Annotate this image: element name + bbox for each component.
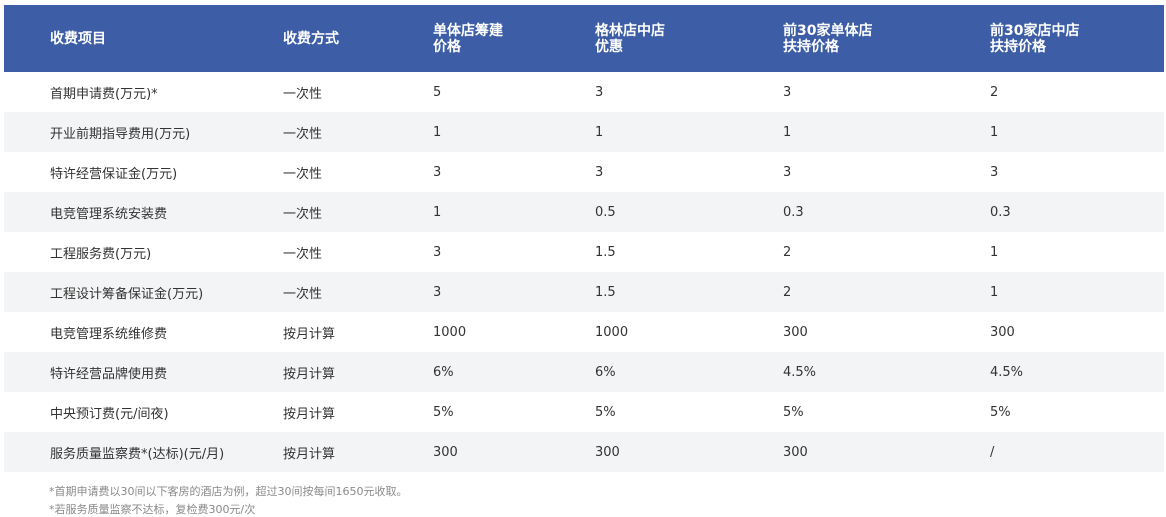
cell-method: 一次性: [283, 286, 323, 302]
table-row: 服务质量监察费*(达标)(元/月) 按月计算 300 300 300 /: [4, 432, 1164, 472]
cell-value: 1: [433, 124, 442, 140]
cell-value: 1: [783, 124, 792, 140]
footnote: *首期申请费以30间以下客房的酒店为例，超过30间按每间1650元收取。: [49, 485, 408, 498]
table-row: 特许经营保证金(万元) 一次性 3 3 3 3: [4, 152, 1164, 192]
cell-value: 300: [595, 444, 620, 460]
header-first30-shop-in-shop-price: 前30家店中店 扶持价格: [990, 22, 1080, 55]
cell-value: 300: [783, 444, 808, 460]
cell-item: 首期申请费(万元)*: [50, 86, 158, 102]
table-row: 工程设计筹备保证金(万元) 一次性 3 1.5 2 1: [4, 272, 1164, 312]
cell-item: 开业前期指导费用(万元): [50, 126, 191, 142]
table-row: 中央预订费(元/间夜) 按月计算 5% 5% 5% 5%: [4, 392, 1164, 432]
footnote: *若服务质量监察不达标，复检费300元/次: [49, 503, 256, 516]
table-header: 收费项目 收费方式 单体店筹建 价格 格林店中店 优惠 前30家单体店 扶持价格…: [4, 5, 1164, 72]
cell-value: /: [990, 444, 995, 460]
cell-value: 3: [595, 164, 604, 180]
cell-value: 0.3: [990, 204, 1011, 220]
header-item: 收费项目: [50, 30, 106, 47]
cell-value: 1000: [595, 324, 629, 340]
header-first30-single-price: 前30家单体店 扶持价格: [783, 22, 873, 55]
cell-value: 1: [595, 124, 604, 140]
cell-item: 电竞管理系统维修费: [50, 326, 168, 342]
cell-method: 一次性: [283, 86, 323, 102]
cell-value: 3: [433, 164, 442, 180]
cell-value: 4.5%: [990, 364, 1024, 380]
cell-value: 4.5%: [783, 364, 817, 380]
cell-value: 2: [783, 244, 792, 260]
header-greentree-discount: 格林店中店 优惠: [595, 22, 665, 55]
cell-value: 1: [433, 204, 442, 220]
cell-item: 服务质量监察费*(达标)(元/月): [50, 446, 225, 462]
cell-value: 1: [990, 124, 999, 140]
cell-value: 1.5: [595, 244, 616, 260]
cell-value: 0.3: [783, 204, 804, 220]
cell-method: 一次性: [283, 166, 323, 182]
cell-method: 按月计算: [283, 406, 336, 422]
table-row: 特许经营品牌使用费 按月计算 6% 6% 4.5% 4.5%: [4, 352, 1164, 392]
header-method: 收费方式: [283, 30, 339, 47]
header-single-store-price: 单体店筹建 价格: [433, 22, 503, 55]
table-row: 开业前期指导费用(万元) 一次性 1 1 1 1: [4, 112, 1164, 152]
cell-value: 5%: [990, 404, 1011, 420]
table-row: 工程服务费(万元) 一次性 3 1.5 2 1: [4, 232, 1164, 272]
cell-method: 按月计算: [283, 366, 336, 382]
cell-value: 3: [990, 164, 999, 180]
cell-value: 1: [990, 284, 999, 300]
cell-item: 特许经营品牌使用费: [50, 366, 168, 382]
table-row: 电竞管理系统安装费 一次性 1 0.5 0.3 0.3: [4, 192, 1164, 232]
cell-value: 3: [783, 84, 792, 100]
cell-value: 3: [595, 84, 604, 100]
table-row: 首期申请费(万元)* 一次性 5 3 3 2: [4, 72, 1164, 112]
cell-item: 工程设计筹备保证金(万元): [50, 286, 204, 302]
cell-item: 工程服务费(万元): [50, 246, 152, 262]
cell-value: 1000: [433, 324, 467, 340]
cell-value: 5%: [595, 404, 616, 420]
cell-method: 一次性: [283, 126, 323, 142]
cell-value: 5%: [783, 404, 804, 420]
cell-value: 2: [783, 284, 792, 300]
cell-value: 300: [990, 324, 1015, 340]
cell-value: 1: [990, 244, 999, 260]
cell-value: 3: [433, 244, 442, 260]
cell-item: 特许经营保证金(万元): [50, 166, 178, 182]
fee-table: 收费项目 收费方式 单体店筹建 价格 格林店中店 优惠 前30家单体店 扶持价格…: [4, 5, 1164, 472]
cell-value: 5: [433, 84, 442, 100]
table-row: 电竞管理系统维修费 按月计算 1000 1000 300 300: [4, 312, 1164, 352]
cell-value: 1.5: [595, 284, 616, 300]
cell-value: 6%: [433, 364, 454, 380]
cell-method: 一次性: [283, 206, 323, 222]
cell-value: 300: [433, 444, 458, 460]
cell-method: 一次性: [283, 246, 323, 262]
cell-value: 3: [433, 284, 442, 300]
cell-item: 电竞管理系统安装费: [50, 206, 168, 222]
cell-value: 3: [783, 164, 792, 180]
cell-value: 6%: [595, 364, 616, 380]
cell-value: 5%: [433, 404, 454, 420]
cell-item: 中央预订费(元/间夜): [50, 406, 169, 422]
cell-value: 0.5: [595, 204, 616, 220]
cell-value: 300: [783, 324, 808, 340]
footnotes: *首期申请费以30间以下客房的酒店为例，超过30间按每间1650元收取。 *若服…: [49, 483, 408, 517]
cell-method: 按月计算: [283, 446, 336, 462]
cell-value: 2: [990, 84, 999, 100]
cell-method: 按月计算: [283, 326, 336, 342]
